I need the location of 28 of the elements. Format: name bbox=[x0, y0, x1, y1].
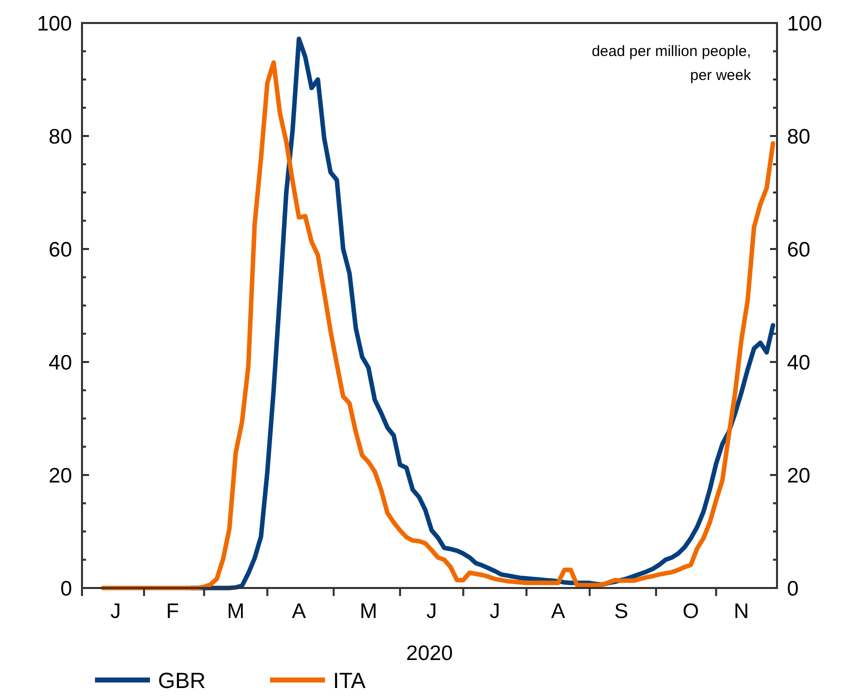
x-tick-label: A bbox=[551, 600, 566, 623]
y2-tick-label: 100 bbox=[787, 12, 822, 36]
x-tick-label: M bbox=[360, 600, 378, 623]
legend-label: ITA bbox=[333, 668, 366, 693]
x-axis-title: 2020 bbox=[406, 642, 453, 665]
x-tick-label: J bbox=[426, 600, 437, 623]
annotation: dead per million people, per week bbox=[592, 43, 752, 84]
x-tick-label: O bbox=[682, 600, 699, 623]
y2-tick-label: 0 bbox=[787, 577, 799, 600]
x-tick-label: M bbox=[226, 600, 244, 623]
y2-tick-label: 80 bbox=[787, 125, 810, 148]
y-tick-label: 60 bbox=[48, 238, 72, 262]
y-tick-label: 100 bbox=[36, 12, 72, 36]
line-series bbox=[100, 60, 776, 590]
y2-tick-label: 40 bbox=[787, 351, 810, 374]
legend-label: GBR bbox=[158, 668, 206, 693]
x-tick-label: J bbox=[110, 600, 121, 623]
y-tick-label: 80 bbox=[48, 125, 72, 148]
x-tick-label: N bbox=[734, 600, 749, 623]
x-tick-label: A bbox=[292, 600, 306, 623]
x-tick-label: J bbox=[490, 600, 500, 623]
y-tick-label: 0 bbox=[60, 577, 72, 600]
x-tick-label: F bbox=[166, 600, 179, 623]
y2-tick-label: 20 bbox=[787, 464, 810, 488]
y-tick-label: 20 bbox=[48, 464, 72, 488]
x-tick-label: S bbox=[614, 600, 628, 623]
y-tick-label: 40 bbox=[48, 351, 72, 374]
y2-tick-label: 60 bbox=[787, 238, 810, 262]
